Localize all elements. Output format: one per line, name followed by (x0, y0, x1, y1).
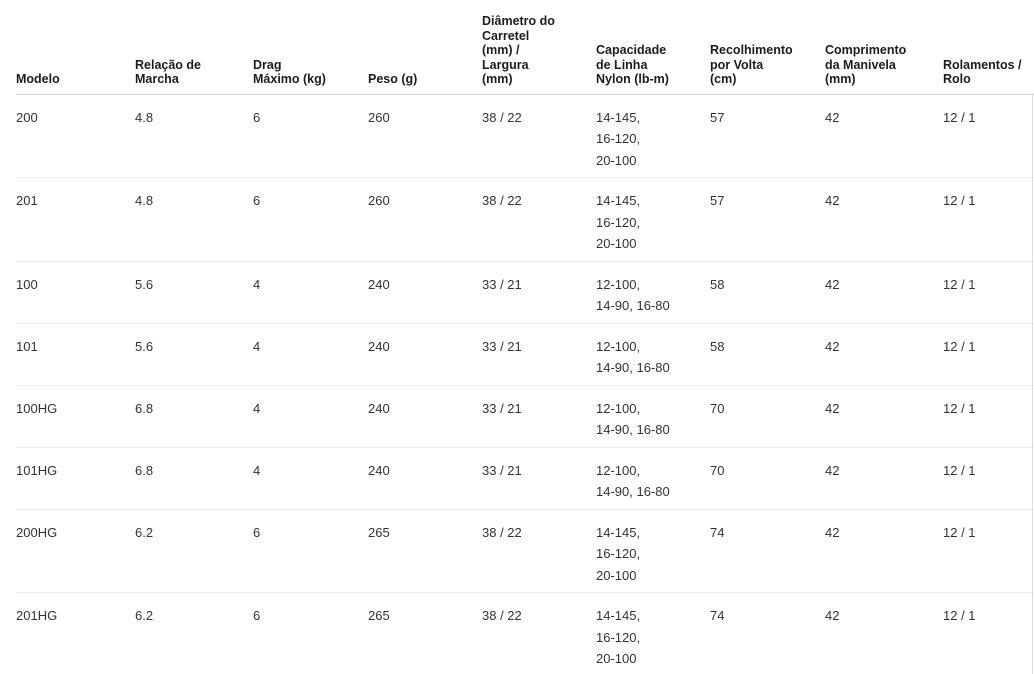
spec-table: Modelo Relação de Marcha Drag Máximo (kg… (16, 0, 1034, 674)
cell-relacao: 4.8 (135, 94, 253, 178)
cell-capacidade: 14-145, 16-120, 20-100 (596, 592, 710, 674)
cell-recolhimento: 70 (710, 385, 825, 448)
cell-rolamentos: 12 / 1 (943, 509, 1034, 593)
table-row: 200 4.8 6 260 38 / 22 14-145, 16-120, 20… (16, 94, 1034, 178)
cell-diametro: 33 / 21 (482, 323, 596, 386)
cell-comprimento: 42 (825, 261, 943, 324)
cell-recolhimento: 74 (710, 509, 825, 593)
cell-relacao: 6.8 (135, 447, 253, 510)
column-header-diametro: Diâmetro do Carretel (mm) / Largura (mm) (482, 0, 596, 95)
cell-rolamentos: 12 / 1 (943, 177, 1034, 262)
cell-recolhimento: 57 (710, 94, 825, 178)
cell-relacao: 6.2 (135, 509, 253, 593)
cell-diametro: 38 / 22 (482, 94, 596, 178)
table-row: 101HG 6.8 4 240 33 / 21 12-100, 14-90, 1… (16, 447, 1034, 510)
cell-relacao: 5.6 (135, 323, 253, 386)
cell-relacao: 5.6 (135, 261, 253, 324)
cell-modelo: 201 (16, 177, 135, 262)
cell-drag: 6 (253, 94, 368, 178)
cell-comprimento: 42 (825, 323, 943, 386)
cell-capacidade: 14-145, 16-120, 20-100 (596, 177, 710, 262)
table-row: 100HG 6.8 4 240 33 / 21 12-100, 14-90, 1… (16, 385, 1034, 448)
cell-comprimento: 42 (825, 94, 943, 178)
cell-capacidade: 12-100, 14-90, 16-80 (596, 447, 710, 510)
cell-drag: 4 (253, 447, 368, 510)
cell-peso: 265 (368, 509, 482, 593)
cell-diametro: 33 / 21 (482, 385, 596, 448)
table-row: 100 5.6 4 240 33 / 21 12-100, 14-90, 16-… (16, 261, 1034, 324)
cell-diametro: 38 / 22 (482, 509, 596, 593)
cell-comprimento: 42 (825, 592, 943, 674)
cell-diametro: 38 / 22 (482, 177, 596, 262)
cell-modelo: 100HG (16, 385, 135, 448)
cell-modelo: 200 (16, 94, 135, 178)
cell-rolamentos: 12 / 1 (943, 592, 1034, 674)
cell-modelo: 101HG (16, 447, 135, 510)
cell-drag: 4 (253, 323, 368, 386)
column-header-rolamentos: Rolamentos / Rolo (943, 0, 1034, 95)
column-header-relacao: Relação de Marcha (135, 0, 253, 95)
cell-comprimento: 42 (825, 177, 943, 262)
table-row: 101 5.6 4 240 33 / 21 12-100, 14-90, 16-… (16, 323, 1034, 386)
table-row: 200HG 6.2 6 265 38 / 22 14-145, 16-120, … (16, 509, 1034, 593)
cell-capacidade: 14-145, 16-120, 20-100 (596, 94, 710, 178)
column-header-recolhimento: Recolhimento por Volta (cm) (710, 0, 825, 95)
cell-diametro: 33 / 21 (482, 261, 596, 324)
table-right-border (1032, 93, 1033, 674)
table-row: 201HG 6.2 6 265 38 / 22 14-145, 16-120, … (16, 592, 1034, 674)
cell-recolhimento: 58 (710, 261, 825, 324)
cell-peso: 240 (368, 323, 482, 386)
cell-recolhimento: 74 (710, 592, 825, 674)
cell-relacao: 6.8 (135, 385, 253, 448)
cell-recolhimento: 57 (710, 177, 825, 262)
table-row: 201 4.8 6 260 38 / 22 14-145, 16-120, 20… (16, 177, 1034, 262)
cell-recolhimento: 70 (710, 447, 825, 510)
cell-drag: 6 (253, 509, 368, 593)
cell-peso: 240 (368, 447, 482, 510)
cell-drag: 6 (253, 177, 368, 262)
cell-rolamentos: 12 / 1 (943, 261, 1034, 324)
cell-capacidade: 12-100, 14-90, 16-80 (596, 323, 710, 386)
cell-rolamentos: 12 / 1 (943, 323, 1034, 386)
cell-comprimento: 42 (825, 509, 943, 593)
column-header-comprimento: Comprimento da Manivela (mm) (825, 0, 943, 95)
cell-diametro: 33 / 21 (482, 447, 596, 510)
column-header-drag: Drag Máximo (kg) (253, 0, 368, 95)
cell-diametro: 38 / 22 (482, 592, 596, 674)
cell-peso: 240 (368, 385, 482, 448)
cell-capacidade: 12-100, 14-90, 16-80 (596, 385, 710, 448)
cell-drag: 4 (253, 385, 368, 448)
cell-capacidade: 14-145, 16-120, 20-100 (596, 509, 710, 593)
header-row: Modelo Relação de Marcha Drag Máximo (kg… (16, 0, 1034, 95)
cell-modelo: 101 (16, 323, 135, 386)
column-header-peso: Peso (g) (368, 0, 482, 95)
cell-modelo: 201HG (16, 592, 135, 674)
cell-relacao: 6.2 (135, 592, 253, 674)
column-header-capacidade: Capacidade de Linha Nylon (lb-m) (596, 0, 710, 95)
cell-recolhimento: 58 (710, 323, 825, 386)
cell-relacao: 4.8 (135, 177, 253, 262)
cell-rolamentos: 12 / 1 (943, 385, 1034, 448)
cell-peso: 260 (368, 94, 482, 178)
cell-comprimento: 42 (825, 447, 943, 510)
cell-peso: 265 (368, 592, 482, 674)
cell-rolamentos: 12 / 1 (943, 447, 1034, 510)
cell-capacidade: 12-100, 14-90, 16-80 (596, 261, 710, 324)
column-header-modelo: Modelo (16, 0, 135, 95)
cell-drag: 6 (253, 592, 368, 674)
cell-peso: 260 (368, 177, 482, 262)
cell-modelo: 200HG (16, 509, 135, 593)
cell-peso: 240 (368, 261, 482, 324)
cell-modelo: 100 (16, 261, 135, 324)
cell-drag: 4 (253, 261, 368, 324)
cell-rolamentos: 12 / 1 (943, 94, 1034, 178)
cell-comprimento: 42 (825, 385, 943, 448)
